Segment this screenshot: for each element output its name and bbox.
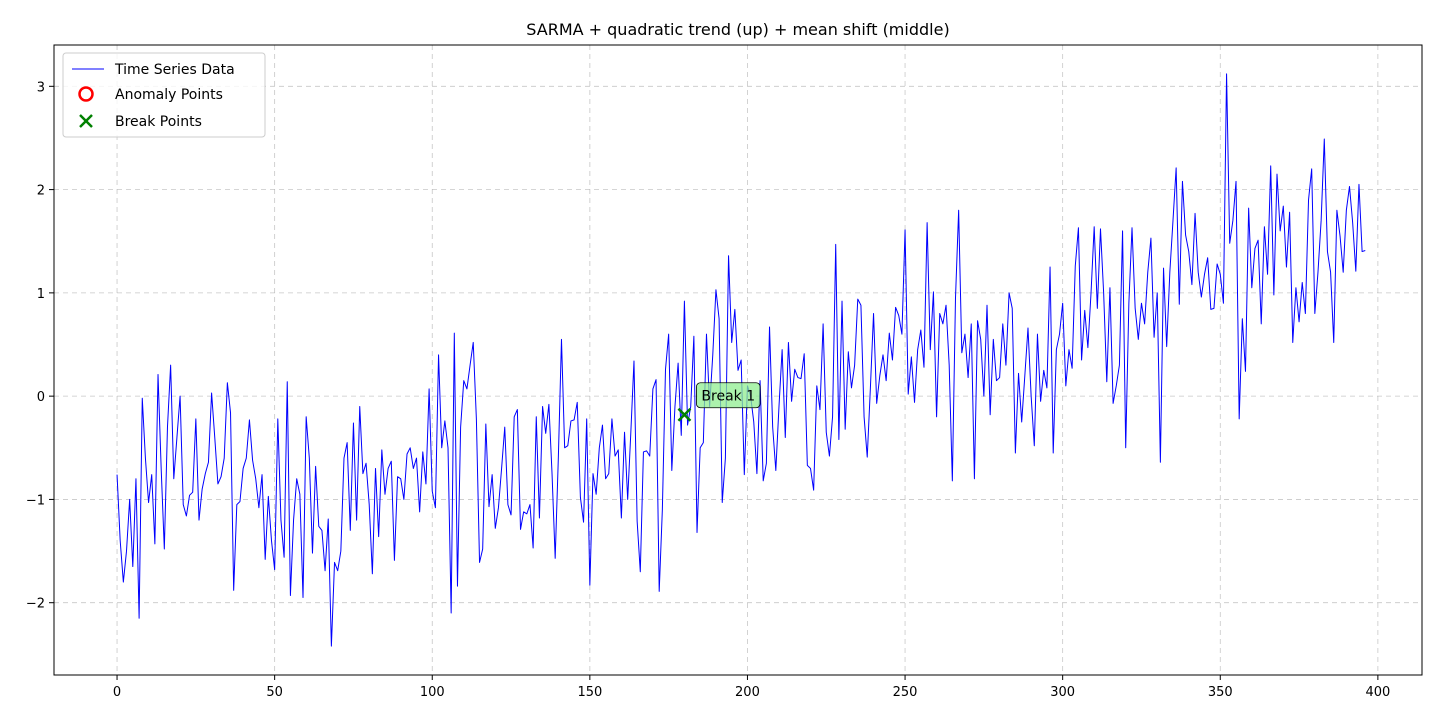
x-tick-label: 200 <box>735 685 760 700</box>
series-line-time-series-data <box>116 73 1366 647</box>
legend-label: Anomaly Points <box>115 87 223 103</box>
legend-label: Break Points <box>115 114 202 130</box>
y-tick-label: 3 <box>37 80 45 95</box>
x-tick-label: 400 <box>1365 685 1390 700</box>
marker-layer <box>677 407 692 422</box>
break-point <box>677 407 692 422</box>
x-tick-label: 50 <box>266 685 283 700</box>
break-annotation-label: Break 1 <box>701 389 755 405</box>
legend-x-icon <box>79 114 93 128</box>
y-tick-label: 0 <box>37 390 45 405</box>
chart-title: SARMA + quadratic trend (up) + mean shif… <box>526 20 949 39</box>
legend-circle-icon <box>78 86 94 102</box>
break-point-stroke <box>677 407 692 422</box>
y-tick-label: 1 <box>37 287 45 302</box>
break-annotation: Break 1 <box>696 382 761 409</box>
break-annotation-box <box>696 382 761 409</box>
axis-ticks: 0 50 100 150 200 250 300 350 400 −2 −1 0 1 2 3 <box>26 80 1390 700</box>
legend-label: Time Series Data <box>114 62 235 78</box>
x-tick-label: 0 <box>113 685 121 700</box>
series-layer <box>116 73 1366 647</box>
plot-frame <box>53 44 1423 676</box>
y-tick-label: −1 <box>26 493 45 508</box>
annotation-layer: Break 1 <box>696 382 761 409</box>
legend-box <box>62 52 266 138</box>
legend-x-stroke <box>79 114 93 128</box>
x-tick-label: 250 <box>893 685 918 700</box>
x-tick-label: 150 <box>577 685 602 700</box>
x-tick-label: 300 <box>1050 685 1075 700</box>
x-tick-label: 350 <box>1208 685 1233 700</box>
legend: Time Series Data Anomaly Points Break Poin… <box>62 52 266 138</box>
x-tick-label: 100 <box>420 685 445 700</box>
y-tick-label: 2 <box>37 184 45 199</box>
y-tick-label: −2 <box>26 597 45 612</box>
